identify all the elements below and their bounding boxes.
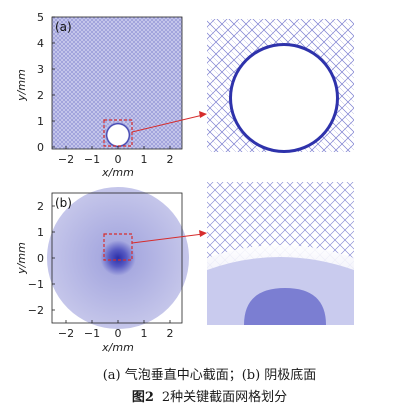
panel-b-xtick: 2 (167, 327, 174, 340)
panel-a-ytick: 2 (37, 89, 44, 102)
panel-a-xticks: −2 −1 0 1 2 (58, 146, 174, 166)
panel-a-yticks: 0 1 2 3 4 5 (37, 11, 55, 154)
panel-b-disk (47, 187, 189, 329)
panel-a-label: (a) (55, 20, 72, 34)
panel-b-zoom-cathode (244, 288, 326, 325)
panel-a: (a) 0 1 2 3 4 5 −2 −1 0 1 2 (15, 11, 207, 179)
figure-number: 图2 (131, 390, 154, 405)
panel-a-arrow-head (199, 111, 207, 118)
panel-a-xlabel: x/mm (101, 166, 134, 179)
panel-b-xlabel: x/mm (101, 341, 134, 354)
panel-b-xtick: −1 (84, 327, 100, 340)
panel-a-xtick: 1 (141, 153, 148, 166)
panel-b-ylabel: y/mm (15, 242, 28, 275)
panel-a-ytick: 4 (37, 37, 44, 50)
panel-b-ytick: −1 (28, 278, 44, 291)
panel-a-zoom-bubble (232, 46, 336, 150)
panel-b-zoom-arrow (131, 233, 204, 244)
panel-a-ytick: 1 (37, 115, 44, 128)
panel-b-yticks: −2 −1 0 1 2 (28, 200, 55, 317)
panel-b-xtick: 1 (141, 327, 148, 340)
panel-a-xtick: 0 (115, 153, 122, 166)
panel-b-xticks: −2 −1 0 1 2 (58, 320, 174, 340)
panel-a-xtick: −1 (84, 153, 100, 166)
panel-b-xtick: −2 (58, 327, 74, 340)
panel-b-arrow-head (199, 230, 207, 237)
panel-b-ytick: 1 (37, 226, 44, 239)
panel-a-xtick: 2 (167, 153, 174, 166)
panel-b-highlight-box (103, 233, 133, 261)
panel-b-label: (b) (55, 196, 72, 210)
panel-a-ylabel: y/mm (15, 69, 28, 102)
subcaption: (a) 气泡垂直中心截面；(b) 阴极底面 (102, 368, 317, 383)
panel-b-ytick: −2 (28, 304, 44, 317)
figure-title: 2种关键截面网格划分 (161, 390, 288, 405)
panel-a-zoom (207, 19, 354, 153)
figure-caption: 图2 2种关键截面网格划分 (0, 386, 419, 405)
panel-a-ytick: 0 (37, 141, 44, 154)
panel-b-ytick: 2 (37, 200, 44, 213)
panel-b: (b) −2 −1 0 1 2 −2 −1 0 1 2 x/mm y/mm (15, 187, 207, 354)
panel-a-ytick: 3 (37, 63, 44, 76)
panel-b-ytick: 0 (37, 252, 44, 265)
panel-b-xtick: 0 (115, 327, 122, 340)
panel-a-zoom-arrow (131, 114, 204, 133)
panel-b-zoom (207, 182, 354, 325)
panel-a-ytick: 5 (37, 11, 44, 24)
panel-a-xtick: −2 (58, 153, 74, 166)
panel-a-bubble-hole (108, 125, 128, 145)
